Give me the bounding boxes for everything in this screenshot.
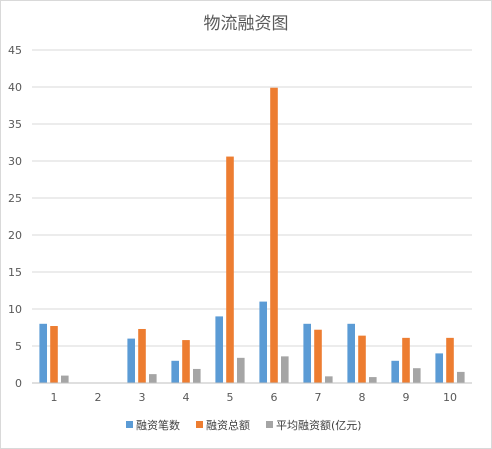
y-tick-label: 25	[8, 192, 22, 205]
x-tick-label: 4	[183, 391, 190, 404]
bar	[138, 328, 146, 383]
x-tick-label: 2	[95, 391, 102, 404]
legend: 融资笔数 融资总额 平均融资额(亿元)	[126, 418, 362, 432]
bar	[281, 356, 289, 383]
x-tick-label: 3	[139, 391, 146, 404]
watermark-text: 微信号: logclubcn	[360, 419, 478, 435]
bar	[259, 301, 267, 383]
y-tick-label: 15	[8, 266, 22, 279]
legend-label: 平均融资额(亿元)	[276, 419, 362, 432]
gridlines	[32, 49, 472, 347]
x-tick-label: 7	[315, 391, 322, 404]
x-tick-label: 9	[403, 391, 410, 404]
x-tick-label: 1	[51, 391, 58, 404]
bar	[435, 353, 443, 383]
legend-swatch	[266, 421, 273, 428]
bar	[39, 323, 47, 383]
bar	[314, 329, 322, 383]
bar	[149, 374, 157, 383]
bar	[325, 376, 333, 383]
bar	[347, 323, 355, 383]
y-tick-label: 45	[8, 44, 22, 57]
y-axis-ticks: 0 5 10 15 20 25 30 35 40 45	[8, 44, 22, 390]
bar	[182, 340, 190, 383]
x-tick-label: 6	[271, 391, 278, 404]
bar	[193, 368, 201, 383]
y-tick-label: 20	[8, 229, 22, 242]
x-tick-label: 8	[359, 391, 366, 404]
bar	[270, 87, 278, 384]
bar	[215, 316, 223, 383]
x-tick-label: 10	[443, 391, 457, 404]
bar	[391, 360, 399, 383]
bar	[226, 156, 234, 383]
x-axis-ticks: 1 2 3 4 5 6 7 8 9 10	[51, 391, 458, 404]
bar	[446, 337, 454, 383]
bar	[237, 357, 245, 383]
legend-swatch	[196, 421, 203, 428]
bar	[303, 323, 311, 383]
bar	[171, 360, 179, 383]
legend-label: 融资总额	[206, 418, 250, 432]
bar	[413, 368, 421, 383]
bar	[358, 335, 366, 383]
bar	[50, 326, 58, 383]
y-tick-label: 30	[8, 155, 22, 168]
bar	[369, 377, 377, 383]
bar	[402, 337, 410, 383]
y-tick-label: 40	[8, 81, 22, 94]
bar	[127, 338, 135, 383]
y-tick-label: 5	[15, 340, 22, 353]
x-tick-label: 5	[227, 391, 234, 404]
bar	[61, 375, 69, 383]
y-tick-label: 35	[8, 118, 22, 131]
bars	[39, 87, 465, 384]
y-tick-label: 0	[15, 377, 22, 390]
y-tick-label: 10	[8, 303, 22, 316]
legend-swatch	[126, 421, 133, 428]
bar	[457, 371, 465, 383]
chart-title: 物流融资图	[204, 14, 289, 34]
legend-label: 融资笔数	[136, 418, 180, 432]
